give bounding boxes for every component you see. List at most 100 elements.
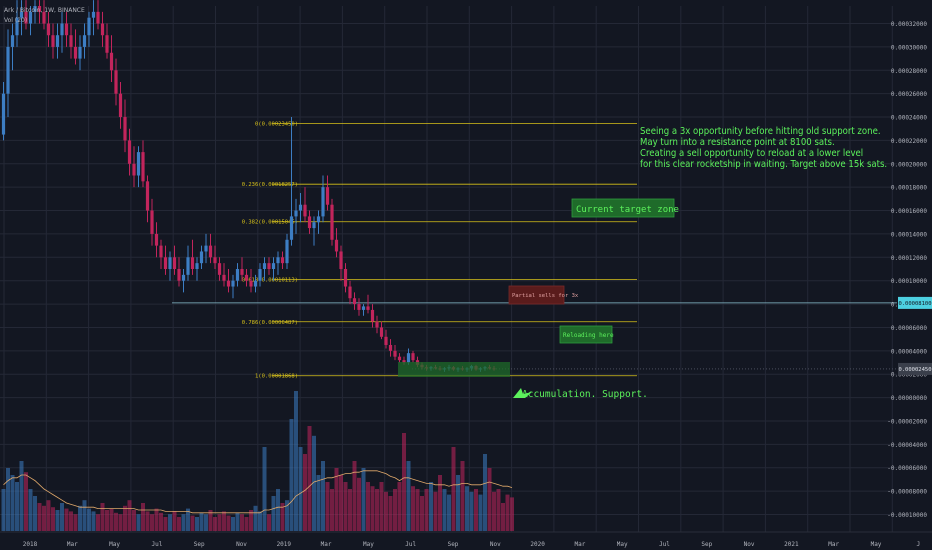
candle-body (204, 245, 208, 252)
volume-bar (348, 489, 352, 531)
candle-body (217, 263, 222, 275)
candle-body (33, 6, 37, 12)
volume-bar (10, 475, 15, 531)
volume-bar (186, 508, 190, 531)
volume-bar (163, 517, 168, 531)
volume-bar (316, 475, 321, 531)
time-tick-label: 2018 (23, 541, 38, 548)
main-annotation-line: May turn into a resistance point at 8100… (640, 137, 835, 148)
volume-bar (366, 482, 370, 531)
candle-body (105, 35, 109, 53)
candle-body (1, 93, 6, 135)
volume-bar (420, 496, 424, 531)
candle-body (19, 11, 24, 18)
accumulation-label: Accumulation. Support. (522, 389, 648, 400)
volume-bar (415, 489, 420, 531)
candle-body (10, 35, 15, 47)
candle-body (406, 353, 411, 363)
candle-body (226, 280, 231, 287)
candle-body (55, 35, 60, 47)
volume-bar (132, 510, 136, 531)
partial-sells-label: Partial sells for 3x (512, 293, 579, 299)
volume-bar (177, 517, 181, 531)
fib-label: 0.382(0.00015045) (242, 220, 298, 226)
time-tick-label: Mar (828, 541, 839, 548)
candle-body (172, 257, 177, 269)
price-tick-label: 0.00024000 (891, 115, 928, 122)
volume-bar (168, 514, 172, 531)
volume-bar (370, 486, 375, 531)
volume-bar (82, 500, 87, 531)
price-tick-label: 0.00026000 (891, 91, 928, 98)
price-axis[interactable]: 0.00032000 0.00030000 0.00028000 0.00026000… (887, 21, 932, 519)
volume-bar (289, 419, 294, 531)
annotations: Seeing a 3x opportunity before hitting o… (398, 126, 887, 400)
volume-bar (258, 511, 262, 531)
volume-bar (312, 435, 316, 531)
volume-bar (339, 475, 343, 531)
volume-bar (123, 505, 127, 531)
volume-bar (159, 512, 163, 531)
candle-body (253, 280, 258, 287)
candle-body (91, 11, 96, 18)
candle-body (289, 216, 294, 240)
candle-body (298, 204, 303, 211)
volume-bar (276, 489, 280, 531)
volume-bar (379, 482, 384, 531)
volume-bar (240, 514, 244, 531)
candle-body (199, 251, 204, 264)
volume-bar (145, 511, 150, 531)
volume-bar (231, 517, 235, 531)
price-tick-label: -0.00004000 (887, 442, 927, 449)
volume-bar (465, 486, 469, 531)
volume-bar (150, 514, 154, 531)
volume-bar (303, 454, 307, 531)
candle-body (280, 257, 285, 264)
volume-bar (42, 505, 46, 531)
candle-body (307, 216, 312, 229)
resistance-price-label: 0.00008100 (898, 301, 931, 307)
volume-bar (141, 503, 145, 531)
volume-bar (384, 491, 388, 531)
price-tick-label: 0.00030000 (891, 44, 928, 51)
time-tick-label: 2020 (530, 541, 545, 548)
candle-body (235, 269, 240, 281)
price-tick-label: -0.00008000 (887, 489, 927, 496)
candle-body (379, 327, 384, 337)
candle-body (402, 360, 406, 363)
volume-bar (307, 426, 312, 531)
candle-body (60, 23, 64, 36)
time-axis[interactable]: 2018 Mar May Jul Sep Nov 2019 Mar May Jul Sep Nov 20… (0, 531, 932, 548)
volume-bar (411, 486, 415, 531)
candle-body (312, 222, 316, 229)
volume-bar (433, 491, 438, 531)
volume-bar (501, 503, 505, 531)
last-price-tag (898, 362, 932, 375)
volume-bar (64, 508, 69, 531)
candle-body (388, 344, 393, 351)
price-tick-label: 0.00000000 (891, 395, 928, 402)
volume-bar (456, 475, 460, 531)
candle-body (123, 117, 127, 141)
candle-body (168, 257, 172, 269)
candle-body (28, 11, 33, 24)
arrow-icon (513, 388, 532, 398)
volume-bar (208, 510, 213, 531)
candle-body (357, 304, 361, 310)
volume-bar (262, 447, 267, 531)
candle-body (244, 274, 249, 281)
price-tick-label: 0.00018000 (891, 185, 928, 192)
fib-label: 0.786(0.00006487) (242, 320, 298, 326)
candle-body (321, 187, 325, 217)
volume-bar (253, 505, 258, 531)
volume-bar (46, 500, 51, 531)
reloading-box (559, 325, 613, 344)
partial-sells-box (508, 285, 565, 305)
candle-body (271, 263, 276, 269)
price-tick-label: 0.00014000 (891, 231, 928, 238)
volume-bar (388, 496, 393, 531)
volume-bar (226, 515, 231, 531)
price-tick-label: 0.00002000 (891, 372, 928, 379)
